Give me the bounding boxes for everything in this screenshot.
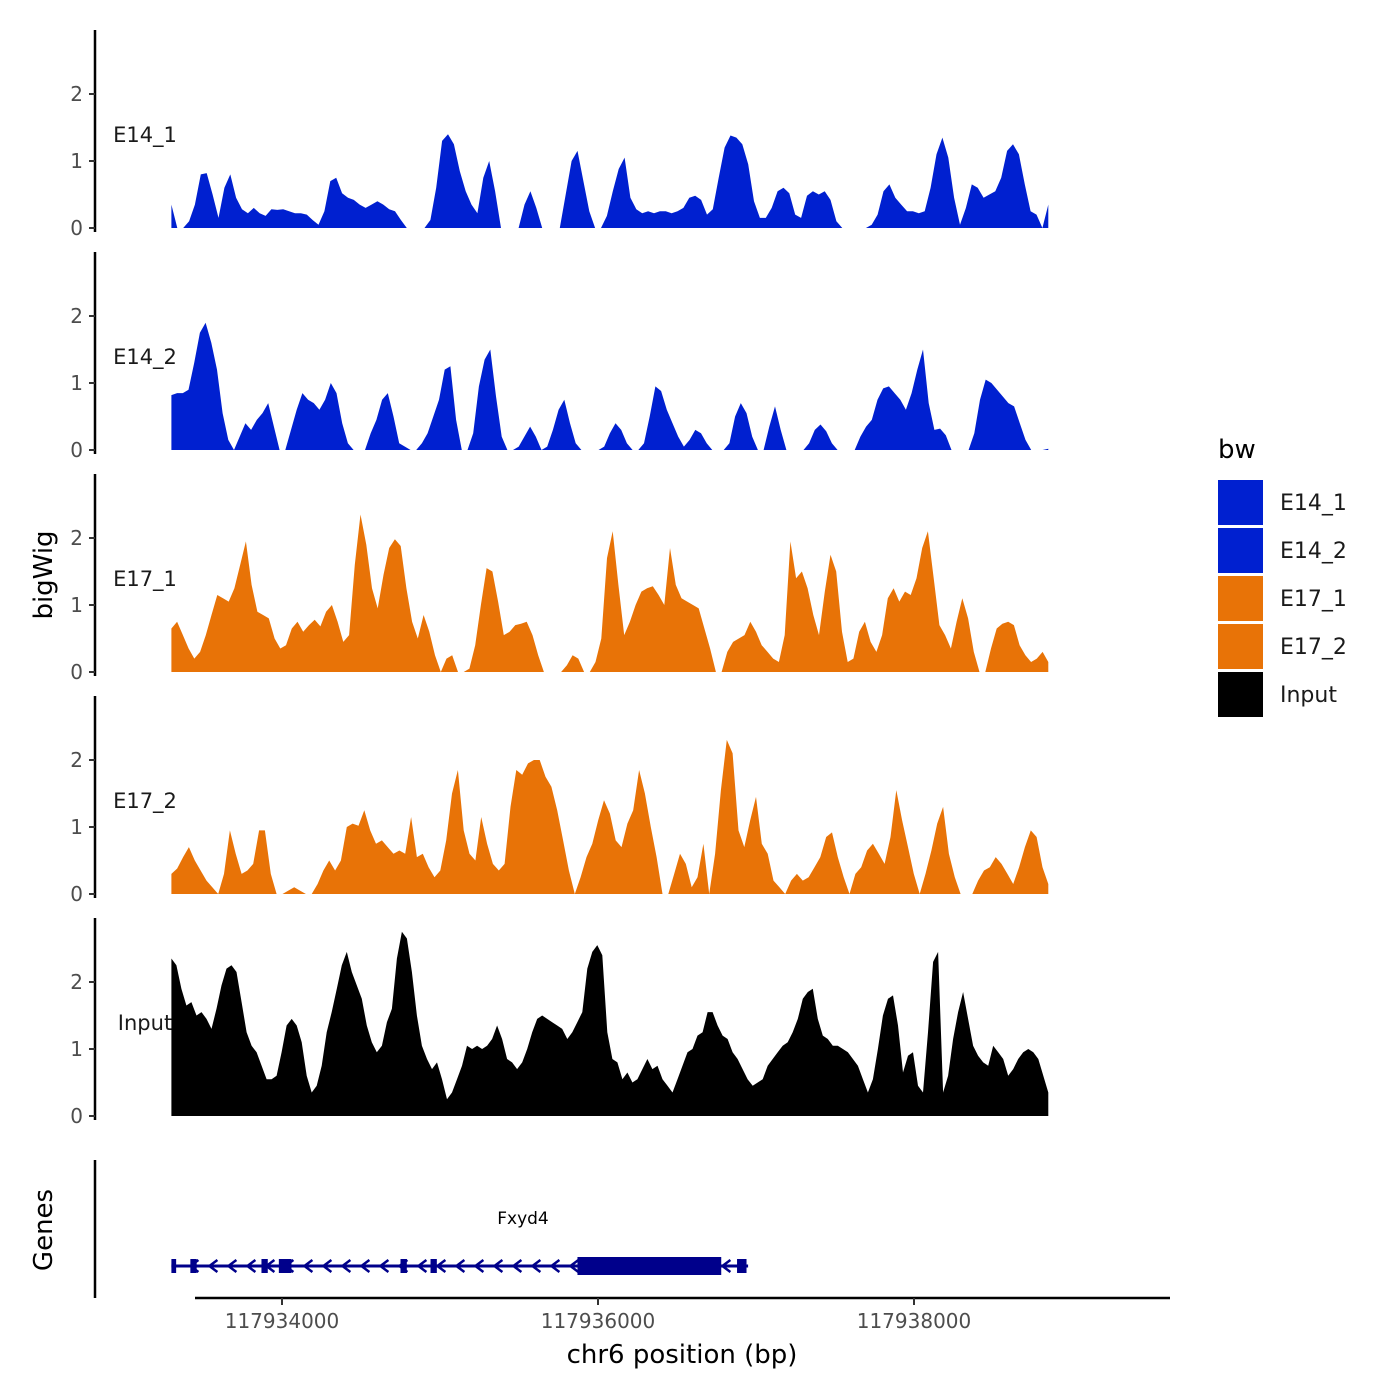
strand-arrow — [530, 1259, 542, 1273]
panel-input: 0 1 2 Input — [70, 918, 1049, 1128]
genes-axis-title: Genes — [29, 1189, 59, 1271]
y-tick-label: 1 — [70, 371, 83, 395]
x-axis: 117934000 117936000 117938000 — [195, 1296, 1170, 1333]
legend-swatch — [1218, 624, 1263, 669]
strand-arrow — [568, 1259, 580, 1273]
strand-arrow — [549, 1259, 561, 1273]
gene-exon — [737, 1259, 747, 1273]
strand-arrow — [378, 1259, 390, 1273]
gene-exon — [430, 1259, 437, 1273]
legend-swatch — [1218, 672, 1263, 717]
legend-label: E14_2 — [1280, 539, 1347, 564]
panel-e17-2: 0 1 2 E17_2 — [70, 696, 1049, 906]
coverage-area-e14-1 — [171, 134, 1049, 228]
y-tick-label: 2 — [70, 82, 83, 106]
y-tick-label: 1 — [70, 593, 83, 617]
panel-e14-1: 0 1 2 E14_1 — [70, 30, 1049, 240]
y-axis-title: bigWig — [29, 530, 59, 619]
gene-exon — [278, 1259, 292, 1273]
strand-arrow — [359, 1259, 371, 1273]
track-label-e17-1: E17_1 — [113, 567, 177, 592]
y-tick-label: 0 — [70, 660, 83, 684]
legend-item-e17-1: E17_1 — [1218, 576, 1347, 621]
strand-arrow — [473, 1259, 485, 1273]
legend-label: E14_1 — [1280, 491, 1347, 516]
strand-arrow — [207, 1259, 219, 1273]
gene-exon — [171, 1259, 177, 1273]
legend-item-e17-2: E17_2 — [1218, 624, 1347, 669]
x-tick-label: 117936000 — [541, 1309, 656, 1333]
strand-arrow — [416, 1259, 428, 1273]
strand-arrow — [321, 1259, 333, 1273]
legend-item-input: Input — [1218, 672, 1337, 717]
strand-arrow — [720, 1259, 732, 1273]
panel-e14-2: 0 1 2 E14_2 — [70, 252, 1049, 462]
gene-exon — [400, 1259, 407, 1273]
gene-exon — [190, 1259, 197, 1273]
y-tick-label: 0 — [70, 438, 83, 462]
legend-title: bw — [1218, 435, 1256, 465]
legend-swatch — [1218, 480, 1263, 525]
track-label-e14-1: E14_1 — [113, 123, 177, 148]
y-tick-label: 2 — [70, 748, 83, 772]
strand-arrow — [435, 1259, 447, 1273]
legend: bw E14_1 E14_2 E17_1 E17_2 Input — [1218, 435, 1347, 717]
y-tick-label: 0 — [70, 882, 83, 906]
y-tick-label: 0 — [70, 216, 83, 240]
coverage-area-input — [171, 931, 1049, 1116]
legend-label: Input — [1280, 683, 1337, 708]
y-tick-label: 0 — [70, 1104, 83, 1128]
legend-swatch — [1218, 576, 1263, 621]
legend-label: E17_2 — [1280, 635, 1347, 660]
track-label-e17-2: E17_2 — [113, 789, 177, 814]
gene-exon — [577, 1257, 722, 1275]
y-tick-label: 1 — [70, 149, 83, 173]
strand-arrow — [245, 1259, 257, 1273]
legend-item-e14-2: E14_2 — [1218, 528, 1347, 573]
strand-arrow — [511, 1259, 523, 1273]
legend-item-e14-1: E14_1 — [1218, 480, 1347, 525]
legend-swatch — [1218, 528, 1263, 573]
track-label-input: Input — [118, 1011, 172, 1035]
legend-label: E17_1 — [1280, 587, 1347, 612]
y-tick-label: 2 — [70, 526, 83, 550]
strand-arrow — [340, 1259, 352, 1273]
x-tick-label: 117934000 — [225, 1309, 340, 1333]
gene-track-panel: Fxyd4 — [93, 1160, 749, 1298]
y-tick-label: 2 — [70, 304, 83, 328]
coverage-area-e14-2 — [171, 322, 1049, 450]
coverage-area-e17-1 — [171, 514, 1049, 672]
y-tick-label: 1 — [70, 1037, 83, 1061]
y-tick-label: 1 — [70, 815, 83, 839]
coverage-panels: 0 1 2 E14_1 0 1 2 E14_2 0 1 2 E17_1 0 1 2 E17_2 0 1 2 Input — [70, 30, 1049, 1128]
x-axis-title: chr6 position (bp) — [567, 1340, 798, 1370]
strand-arrow — [492, 1259, 504, 1273]
gene-label: Fxyd4 — [497, 1209, 549, 1229]
panel-e17-1: 0 1 2 E17_1 — [70, 474, 1049, 684]
strand-arrow — [454, 1259, 466, 1273]
track-label-e14-2: E14_2 — [113, 345, 177, 370]
strand-arrow — [226, 1259, 238, 1273]
gene-exon — [261, 1259, 268, 1273]
coverage-area-e17-2 — [171, 739, 1049, 894]
y-tick-label: 2 — [70, 970, 83, 994]
strand-arrow — [302, 1259, 314, 1273]
x-tick-label: 117938000 — [857, 1309, 972, 1333]
